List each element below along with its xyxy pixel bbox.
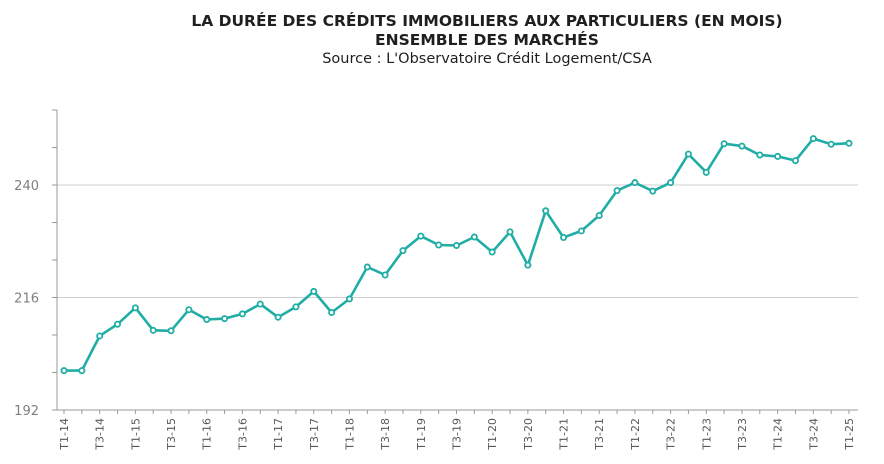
x-tick-label-T1-20: T1-20 [486, 418, 499, 451]
x-tick-label-T3-19: T3-19 [451, 418, 464, 451]
x-tick-label-T3-14: T3-14 [94, 418, 107, 451]
chart-subtitle: Source : L'Observatoire Crédit Logement/… [322, 51, 652, 67]
data-point-T4-23 [756, 151, 764, 159]
data-point-T3-15 [167, 327, 175, 335]
data-point-T2-23 [720, 140, 728, 148]
data-point-T1-22 [631, 179, 639, 187]
data-point-T3-21 [595, 211, 603, 219]
x-tick-label-T1-17: T1-17 [272, 418, 285, 451]
chart-title-line-1: LA DURÉE DES CRÉDITS IMMOBILIERS AUX PAR… [191, 12, 783, 30]
x-tick-label-T1-15: T1-15 [129, 418, 142, 451]
data-point-T4-17 [328, 308, 336, 316]
data-point-T3-19 [452, 241, 460, 249]
x-tick-label-T1-16: T1-16 [201, 418, 214, 451]
data-point-T2-14 [78, 367, 86, 375]
data-point-T1-18 [345, 295, 353, 303]
data-point-T1-20 [488, 248, 496, 256]
data-point-T4-14 [114, 320, 122, 328]
data-point-T3-18 [381, 271, 389, 279]
data-point-T2-20 [506, 228, 514, 236]
x-tick-label-T1-21: T1-21 [558, 418, 571, 451]
x-tick-label-T1-14: T1-14 [58, 418, 71, 451]
x-tick-label-T3-24: T3-24 [807, 418, 820, 451]
data-point-T3-24 [809, 135, 817, 143]
data-point-T1-23 [702, 168, 710, 176]
data-point-T4-19 [470, 233, 478, 241]
data-point-T4-15 [185, 306, 193, 314]
x-tick-label-T3-21: T3-21 [593, 418, 606, 451]
data-point-T2-19 [435, 241, 443, 249]
data-point-T2-17 [292, 303, 300, 311]
data-point-T4-22 [684, 150, 692, 158]
x-tick-labels: T1-14 T3-14 T1-15 T3-15 T1-16 T3-16 T1-17 T3-17… [58, 418, 856, 451]
y-tick-label-192: 192 [14, 404, 39, 419]
data-point-T1-21 [560, 233, 568, 241]
x-tick-label-T1-22: T1-22 [629, 418, 642, 451]
grid-lines [57, 184, 858, 298]
data-point-T3-23 [738, 142, 746, 150]
series-line-0 [64, 137, 850, 372]
y-tick-labels: 192 216 240 [14, 179, 39, 419]
data-point-T3-14 [96, 332, 104, 340]
y-tick-label-216: 216 [14, 292, 39, 307]
x-tick-label-T3-15: T3-15 [165, 418, 178, 451]
x-tick-label-T1-23: T1-23 [700, 418, 713, 451]
data-point-T1-14 [60, 367, 68, 375]
data-point-T4-16 [256, 300, 264, 308]
data-point-T1-19 [417, 232, 425, 240]
data-point-T1-24 [774, 152, 782, 160]
x-tick-label-T3-22: T3-22 [665, 418, 678, 451]
data-point-T2-15 [149, 326, 157, 334]
x-tick-label-T1-18: T1-18 [343, 418, 356, 451]
axes [52, 109, 858, 414]
data-point-T4-21 [613, 187, 621, 195]
chart-title: LA DURÉE DES CRÉDITS IMMOBILIERS AUX PAR… [0, 12, 884, 69]
data-point-T4-20 [542, 207, 550, 215]
data-point-T1-25 [845, 139, 853, 147]
data-point-T1-16 [203, 316, 211, 324]
chart-title-line-2: ENSEMBLE DES MARCHÉS [375, 31, 599, 49]
data-point-T2-18 [363, 263, 371, 271]
data-point-T3-20 [524, 261, 532, 269]
x-tick-label-T3-16: T3-16 [236, 418, 249, 451]
x-tick-label-T3-18: T3-18 [379, 418, 392, 451]
data-point-T2-22 [649, 187, 657, 195]
x-tick-label-T3-20: T3-20 [522, 418, 535, 451]
x-tick-label-T1-19: T1-19 [415, 418, 428, 451]
x-tick-label-T1-25: T1-25 [843, 418, 856, 451]
y-tick-label-240: 240 [14, 179, 39, 194]
data-point-T1-15 [131, 304, 139, 312]
data-point-T1-17 [274, 313, 282, 321]
data-point-T4-18 [399, 247, 407, 255]
data-point-T4-24 [827, 140, 835, 148]
x-tick-label-T1-24: T1-24 [772, 418, 785, 451]
series-layer [60, 135, 853, 375]
data-point-T2-16 [221, 315, 229, 323]
data-point-T3-16 [238, 310, 246, 318]
x-tick-label-T3-23: T3-23 [736, 418, 749, 451]
data-point-T3-22 [667, 179, 675, 187]
data-point-T2-21 [577, 227, 585, 235]
data-point-T3-17 [310, 287, 318, 295]
x-tick-label-T3-17: T3-17 [308, 418, 321, 451]
data-point-T2-24 [791, 157, 799, 165]
